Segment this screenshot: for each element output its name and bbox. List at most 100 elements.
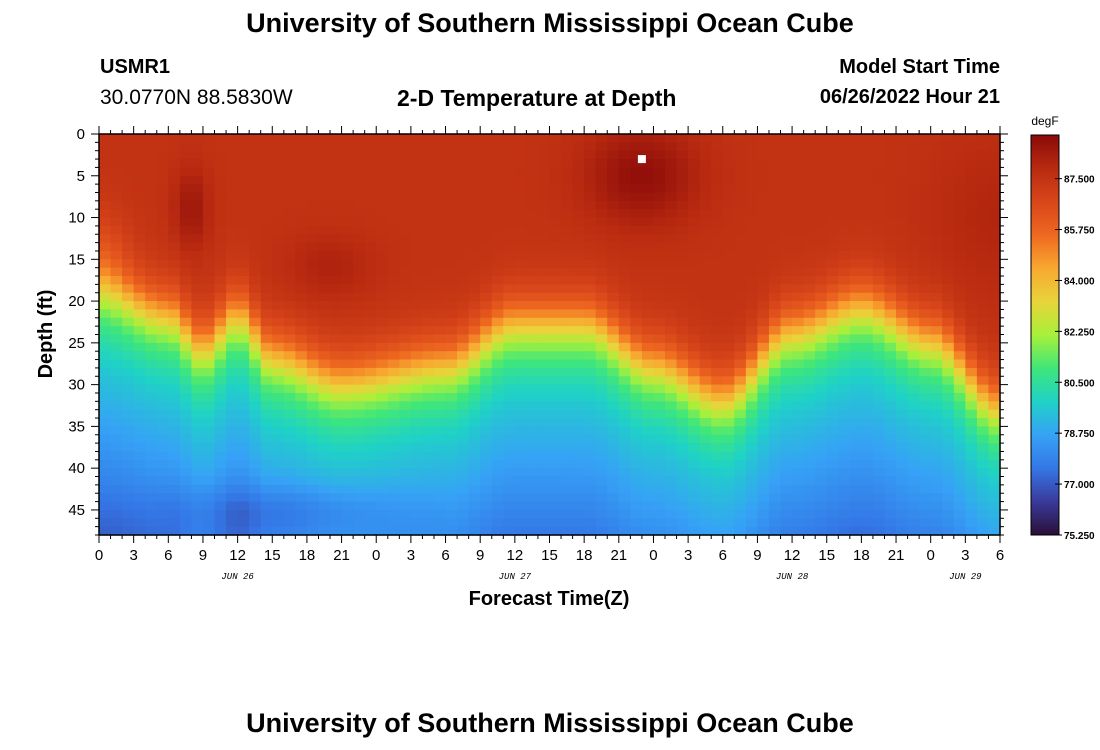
heatmap-cell [768,259,782,269]
heatmap-cell [607,493,620,503]
heatmap-cell [168,242,181,252]
heatmap-cell [572,200,585,210]
heatmap-cell [179,493,193,503]
heatmap-cell [826,184,839,194]
heatmap-cell [965,468,978,478]
heatmap-cell [745,359,759,369]
heatmap-cell [202,376,216,386]
x-tick-label: 15 [818,547,835,564]
heatmap-cell [410,134,424,143]
heatmap-cell [826,326,839,336]
heatmap-cell [503,476,516,486]
heatmap-cell [410,434,424,444]
heatmap-cell [815,392,828,402]
heatmap-cell [711,175,724,185]
heatmap-cell [607,150,620,160]
heatmap-cell [641,468,655,478]
heatmap-cell [734,150,747,160]
heatmap-cell [376,167,389,177]
heatmap-cell [595,326,608,336]
heatmap-cell [942,326,955,336]
heatmap-cell [260,184,273,194]
heatmap-cell [942,309,955,319]
heatmap-cell [792,259,805,269]
heatmap-cell [191,267,204,277]
heatmap-cell [584,434,597,444]
heatmap-cell [214,326,227,336]
heatmap-cell [226,334,239,344]
heatmap-cell [884,167,897,177]
heatmap-cell [549,150,562,160]
heatmap-cell [734,493,747,503]
heatmap-cell [272,142,285,152]
heatmap-cell [757,484,770,494]
heatmap-cell [526,301,539,311]
heatmap-cell [387,150,400,160]
heatmap-cell [341,367,354,377]
heatmap-cell [318,451,331,461]
heatmap-cell [214,376,227,386]
heatmap-cell [665,209,678,219]
heatmap-cell [306,309,320,319]
heatmap-cell [480,326,493,336]
heatmap-cell [699,217,712,227]
heatmap-cell [376,142,389,152]
heatmap-cell [803,159,816,169]
heatmap-cell [826,217,839,227]
heatmap-cell [607,234,620,244]
heatmap-cell [676,267,689,277]
heatmap-cell [792,150,805,160]
heatmap-cell [191,392,204,402]
heatmap-cell [584,225,597,235]
heatmap-cell [699,242,712,252]
heatmap-cell [919,443,932,453]
heatmap-cell [399,284,412,294]
heatmap-cell [295,250,308,260]
heatmap-cell [318,150,331,160]
heatmap-cell [976,351,990,361]
heatmap-cell [711,250,724,260]
heatmap-cell [318,326,331,336]
heatmap-cell [179,259,193,269]
heatmap-cell [965,376,978,386]
heatmap-cell [653,167,666,177]
heatmap-cell [445,392,458,402]
heatmap-cell [191,434,204,444]
heatmap-cell [457,468,470,478]
heatmap-cell [976,476,990,486]
heatmap-cell [445,159,458,169]
heatmap-cell [815,284,828,294]
heatmap-cell [399,184,412,194]
heatmap-cell [457,301,470,311]
heatmap-cell [595,418,608,427]
heatmap-cell [537,443,551,453]
heatmap-cell [803,309,816,319]
heatmap-cell [722,351,735,361]
heatmap-cell [283,234,296,244]
heatmap-cell [110,434,123,444]
heatmap-cell [849,409,862,419]
heatmap-cell [595,284,608,294]
heatmap-cell [896,468,909,478]
heatmap-cell [295,501,308,511]
heatmap-cell [376,384,389,394]
heatmap-cell [676,317,689,327]
heatmap-cell [376,250,389,260]
heatmap-cell [745,159,759,169]
heatmap-cell [595,443,608,453]
heatmap-cell [306,518,320,528]
heatmap-cell [618,209,631,219]
heatmap-cell [237,142,250,152]
heatmap-cell [757,468,770,478]
heatmap-cell [745,493,759,503]
heatmap-cell [757,142,770,152]
heatmap-cell [272,134,285,143]
heatmap-cell [237,451,250,461]
heatmap-cell [745,484,759,494]
heatmap-cell [364,426,377,436]
heatmap-cell [399,367,412,377]
heatmap-cell [168,267,181,277]
heatmap-cell [145,217,158,227]
heatmap-cell [480,376,493,386]
heatmap-cell [457,309,470,319]
